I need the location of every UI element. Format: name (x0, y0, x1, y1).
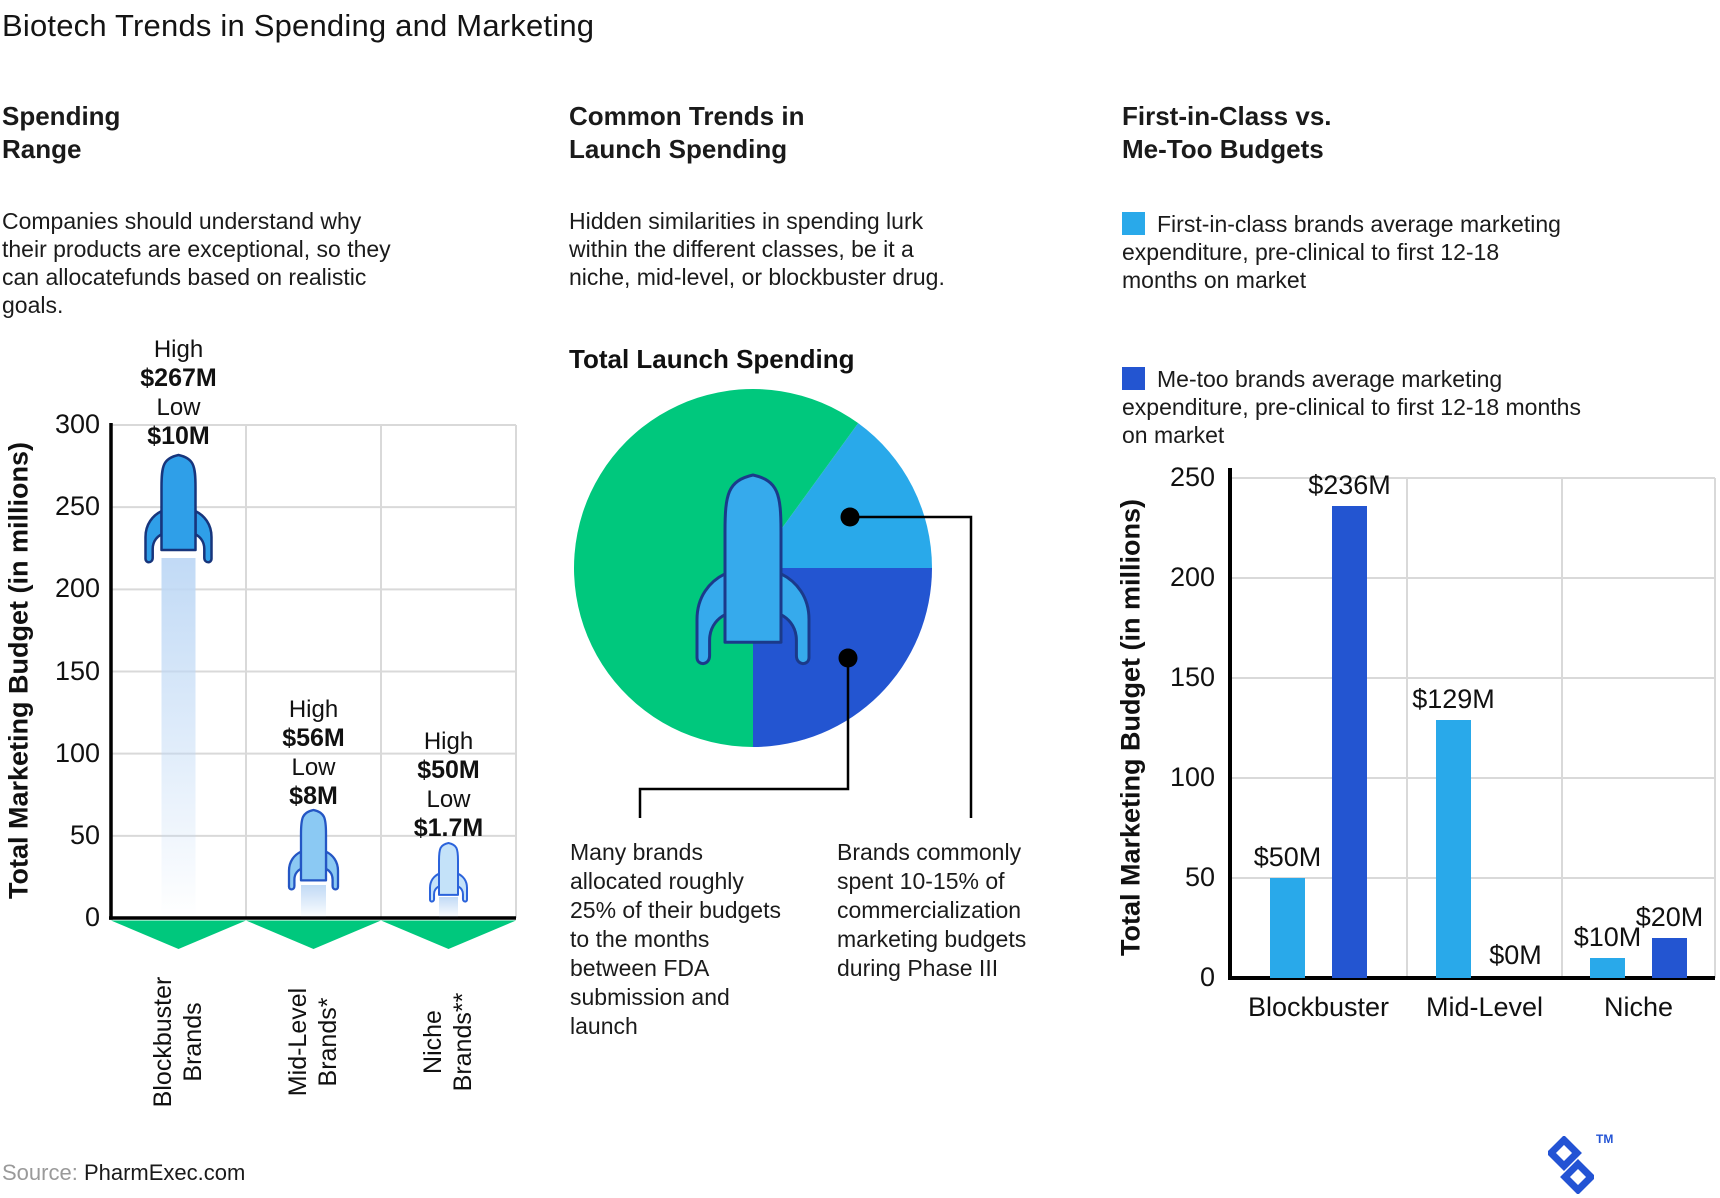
y-tick-label: 100 (54, 737, 100, 768)
source-value: PharmExec.com (83, 1160, 246, 1185)
first-in-class-swatch (1122, 212, 1145, 235)
category-label: Mid-Level Brands* (283, 987, 342, 1097)
low-label: Low (291, 754, 336, 781)
launch-trends-heading: Common Trends in Launch Spending (569, 101, 805, 164)
category-label: Blockbuster Brands (148, 976, 207, 1108)
category-label: Niche Brands** (418, 992, 477, 1092)
bar-value-label: $129M (1412, 684, 1495, 714)
callout-dot-dark-blue (838, 648, 858, 668)
low-value: $8M (289, 782, 338, 810)
bar-value-label: $10M (1573, 922, 1642, 952)
pie-callout-phase-three: Brands commonly spent 10-15% of commerci… (837, 839, 1027, 981)
spending-range-description: Companies should understand why their pr… (2, 208, 391, 318)
y-tick-label: 50 (1184, 862, 1215, 892)
low-value: $1.7M (413, 814, 484, 842)
toptal-logo: TM (1546, 1132, 1618, 1198)
y-tick-label: 0 (84, 902, 100, 932)
callout-dot-light-blue (840, 507, 860, 527)
y-axis-title: Total Marketing Budget (in millions) (1115, 499, 1146, 956)
rocket-trail (301, 885, 326, 918)
y-tick-label: 150 (1169, 662, 1215, 692)
high-label: High (423, 728, 474, 755)
budgets-bar-chart: $50M $236M Blockbuster $129M $0M Mid-Level $10… (1040, 440, 1720, 1060)
budgets-heading: First-in-Class vs. Me-Too Budgets (1122, 101, 1332, 164)
pie-callout-fda-submission: Many brands allocated roughly 25% of the… (570, 839, 781, 1039)
y-tick-label: 250 (54, 491, 100, 522)
green-arrow (246, 920, 381, 949)
low-label: Low (426, 786, 471, 813)
range-annotation: High $50M Low $1.7M (359, 727, 539, 843)
rocket-icon (144, 453, 213, 564)
bar-first-in-class-mid-level (1436, 720, 1471, 978)
spending-range-heading: Spending Range (2, 101, 121, 164)
gridlines (1230, 477, 1716, 978)
low-label: Low (156, 394, 201, 421)
legend-first-in-class-label: First-in-class brands average marketing … (1122, 211, 1561, 293)
y-tick-label: 50 (69, 819, 100, 850)
pie-slice-light_blue (753, 423, 932, 568)
rocket-icon (429, 842, 468, 903)
me-too-swatch (1122, 367, 1145, 390)
legend-me-too-label: Me-too brands average marketing expendit… (1122, 366, 1581, 448)
y-tick-label: 250 (1169, 462, 1215, 492)
pie-slice-green (573, 389, 859, 747)
pie-chart-title: Total Launch Spending (569, 344, 855, 374)
bar-first-in-class-niche (1590, 958, 1625, 978)
high-value: $50M (417, 756, 480, 784)
bar-value-label: $0M (1489, 940, 1542, 970)
high-label: High (288, 696, 339, 723)
high-value: $56M (282, 724, 345, 752)
trademark-symbol: TM (1596, 1132, 1614, 1146)
bar-value-label: $236M (1308, 470, 1391, 500)
toptal-logo-mark (1546, 1135, 1596, 1195)
green-arrow (381, 920, 516, 949)
rocket-trail (439, 897, 458, 918)
launch-trends-description: Hidden similarities in spending lurk wit… (569, 208, 945, 290)
rocket-icon (287, 808, 340, 891)
high-label: High (153, 336, 204, 363)
pie-rocket-icon (695, 473, 811, 666)
y-axis-title: Total Marketing Budget (in millions) (3, 442, 34, 899)
source-label: Source: (2, 1160, 78, 1185)
launch-spending-pie-chart (523, 340, 1000, 840)
bar-me-too-niche (1652, 938, 1687, 978)
y-tick-label: 300 (54, 409, 100, 439)
launch-pie-svg (573, 389, 973, 818)
y-tick-label: 150 (54, 655, 100, 686)
range-annotation: High $267M Low $10M (89, 335, 269, 451)
legend-me-too: Me-too brands average marketing expendit… (1122, 365, 1662, 449)
bar-value-label: $20M (1635, 902, 1704, 932)
y-tick-label: 100 (1169, 762, 1215, 792)
bar-first-in-class-blockbuster (1270, 878, 1305, 978)
green-arrow (111, 920, 246, 949)
bar-value-label: $50M (1253, 842, 1322, 872)
spending-range-svg (109, 423, 517, 949)
range-annotation: High $56M Low $8M (224, 695, 404, 811)
green-arrow-band (111, 920, 516, 949)
bar-me-too-blockbuster (1332, 506, 1367, 978)
source-line: Source: PharmExec.com (2, 1160, 245, 1186)
category-label: Blockbuster (1247, 992, 1390, 1022)
page-title: Biotech Trends in Spending and Marketing (2, 8, 595, 43)
low-value: $10M (147, 422, 210, 450)
rocket-trail (161, 558, 196, 918)
spending-range-chart: 0 50 100 150 200 250 300 Total Marketing Budget… (0, 300, 520, 1170)
y-tick-label: 0 (1199, 962, 1215, 992)
callout-leader-lines (638, 507, 973, 818)
y-tick-label: 200 (54, 573, 100, 604)
high-value: $267M (140, 364, 217, 392)
category-label: Mid-Level (1425, 992, 1544, 1022)
legend-first-in-class: First-in-class brands average marketing … (1122, 210, 1642, 294)
category-label: Niche (1603, 992, 1674, 1022)
budgets-bars-svg (1228, 468, 1716, 980)
y-tick-label: 200 (1169, 562, 1215, 592)
